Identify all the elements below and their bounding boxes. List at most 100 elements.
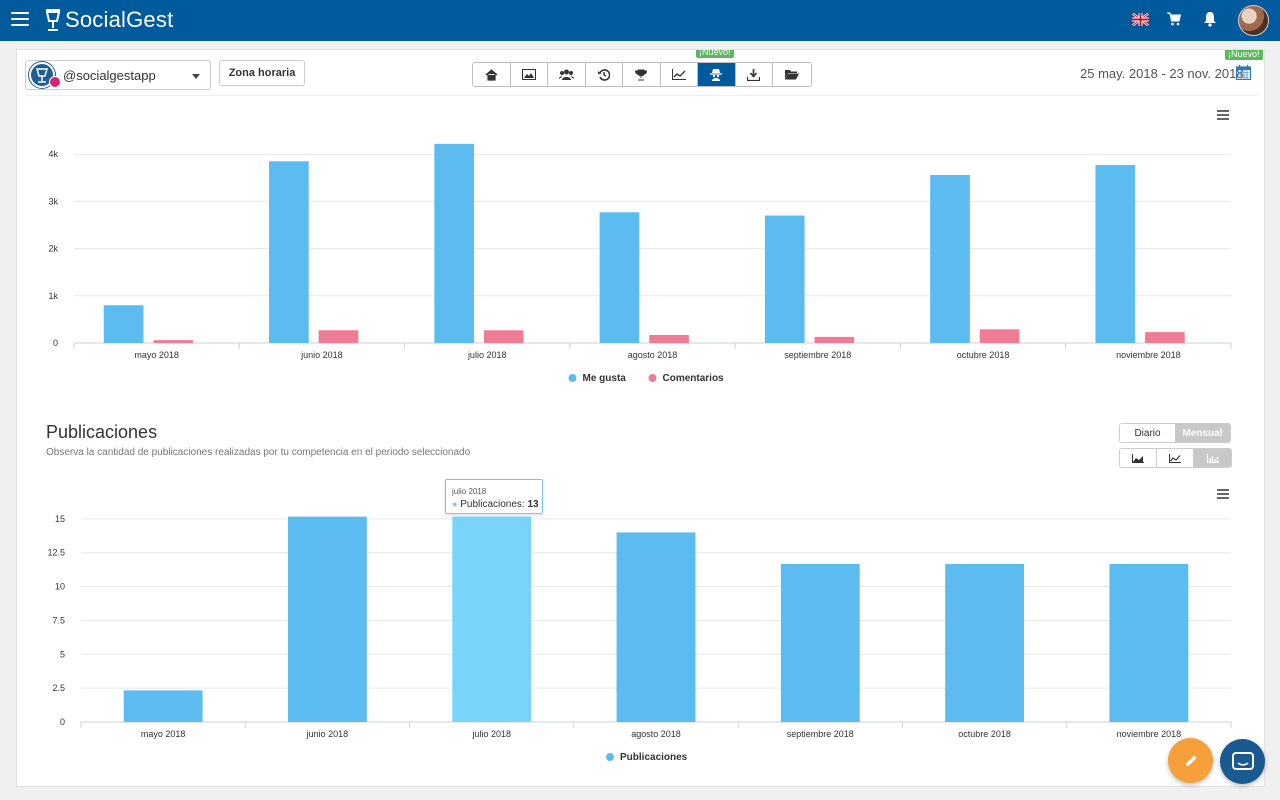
x-tick-label: junio 2018	[300, 350, 343, 360]
bar-publicaciones	[288, 516, 367, 722]
y-tick-label: 5	[60, 649, 65, 659]
audience-button[interactable]	[548, 63, 586, 86]
spy-icon	[710, 69, 723, 81]
x-tick-label: julio 2018	[471, 729, 511, 739]
x-tick-label: agosto 2018	[631, 729, 681, 739]
y-tick-label: 2.5	[52, 683, 65, 693]
line-chart-icon	[1169, 453, 1181, 463]
account-handle: @socialgestapp	[63, 68, 156, 83]
line-chart-icon	[671, 69, 686, 80]
instagram-icon	[49, 76, 61, 88]
bar-me-gusta	[434, 143, 474, 343]
date-range[interactable]: 25 may. 2018 - 23 nov. 2018	[1080, 66, 1244, 81]
timezone-button[interactable]: Zona horaria	[219, 60, 305, 86]
bar-publicaciones	[123, 690, 203, 722]
section-title: Publicaciones	[46, 422, 158, 442]
y-tick-label: 12.5	[47, 548, 65, 558]
stats-button[interactable]	[660, 63, 698, 86]
app-logo[interactable]: SocialGest	[44, 7, 173, 33]
home-icon	[485, 68, 498, 81]
hamburger-menu-icon[interactable]	[11, 12, 29, 26]
history-button[interactable]	[585, 63, 623, 86]
home-button[interactable]	[473, 63, 511, 86]
period-toggle: Diario Mensual	[1119, 423, 1231, 443]
bar-me-gusta	[930, 174, 970, 343]
bar-me-gusta	[599, 212, 640, 343]
ranking-button[interactable]	[623, 63, 661, 86]
folder-icon	[784, 70, 799, 80]
tooltip-label: Publicaciones:	[460, 499, 525, 510]
account-selector[interactable]: @socialgestapp	[25, 60, 211, 90]
chat-icon	[1231, 751, 1254, 770]
bar-me-gusta	[1095, 165, 1136, 343]
bar-comentarios	[318, 330, 359, 343]
legend-marker	[568, 374, 577, 382]
trophy-icon	[635, 69, 648, 80]
toolbar-divider	[25, 95, 1258, 96]
cart-icon[interactable]	[1167, 12, 1181, 26]
bar-comentarios	[153, 340, 194, 343]
pencil-icon	[1185, 755, 1196, 766]
bar-publicaciones	[1109, 564, 1189, 722]
x-tick-label: noviembre 2018	[1117, 729, 1182, 739]
area-view-button[interactable]	[1120, 449, 1157, 467]
view-toggle	[1119, 448, 1232, 468]
chart-menu-icon[interactable]	[1217, 489, 1229, 499]
section-toolbar	[472, 62, 812, 87]
compose-button[interactable]	[1168, 738, 1213, 783]
chart-menu-icon[interactable]	[1217, 110, 1229, 120]
date-new-badge: ¡Nuevo!	[1225, 50, 1263, 60]
competitors-button[interactable]	[698, 63, 736, 86]
x-tick-label: julio 2018	[467, 350, 507, 360]
app-name: SocialGest	[65, 7, 174, 32]
bar-publicaciones	[780, 564, 860, 722]
tooltip-title: julio 2018	[452, 487, 487, 496]
bar-comentarios	[649, 334, 689, 343]
tooltip-value: ● Publicaciones: 13	[452, 499, 539, 510]
download-button[interactable]	[735, 63, 773, 86]
download-icon	[747, 68, 761, 81]
calendar-icon[interactable]	[1236, 65, 1251, 80]
x-tick-label: septiembre 2018	[787, 729, 854, 739]
folder-button[interactable]	[773, 63, 811, 86]
y-tick-label: 0	[53, 338, 58, 348]
x-tick-label: octubre 2018	[957, 350, 1010, 360]
y-tick-label: 3k	[48, 196, 58, 206]
y-tick-label: 10	[55, 582, 65, 592]
y-tick-label: 7.5	[52, 615, 65, 625]
uk-flag-icon[interactable]	[1132, 13, 1149, 26]
publications-chart: 0 2.5 5 7.5 10 12.5 15 mayo 2018 junio 2018 julio…	[47, 514, 1232, 763]
likes-comments-chart: 0 1k 2k 3k 4k mayo 2018 junio 2018 julio 2018 ag…	[48, 143, 1232, 384]
x-tick-label: octubre 2018	[958, 729, 1011, 739]
user-avatar[interactable]	[1238, 5, 1269, 36]
new-badge: ¡Nuevo!	[696, 50, 734, 58]
main-card: @socialgestapp Zona horaria ¡Nuevo!	[16, 49, 1265, 787]
line-view-button[interactable]	[1157, 449, 1194, 467]
y-tick-label: 1k	[48, 291, 58, 301]
bell-icon[interactable]	[1203, 11, 1217, 27]
period-option-mensual[interactable]: Mensual	[1175, 424, 1230, 442]
y-tick-label: 0	[60, 717, 65, 727]
images-button[interactable]	[510, 63, 548, 86]
bar-me-gusta	[764, 215, 805, 343]
y-tick-label: 15	[55, 514, 65, 524]
bar-comentarios	[979, 329, 1020, 343]
bar-me-gusta	[103, 305, 144, 343]
bar-publicaciones	[945, 564, 1024, 722]
period-option-diario[interactable]: Diario	[1120, 424, 1175, 442]
logo-icon	[45, 9, 61, 31]
y-tick-label: 4k	[48, 149, 58, 159]
socialgest-logo-icon	[36, 68, 48, 83]
bar-view-button[interactable]	[1194, 449, 1231, 467]
section-subtitle: Observa la cantidad de publicaciones rea…	[46, 447, 471, 458]
bar-comentarios	[483, 330, 524, 343]
chevron-down-icon	[192, 74, 200, 79]
bar-me-gusta	[269, 161, 309, 343]
history-icon	[597, 68, 610, 81]
x-tick-label: septiembre 2018	[784, 350, 851, 360]
users-icon	[558, 69, 574, 80]
image-icon	[521, 69, 536, 80]
x-tick-label: agosto 2018	[628, 350, 678, 360]
tooltip-number: 13	[527, 499, 539, 510]
chat-button[interactable]	[1220, 739, 1265, 784]
